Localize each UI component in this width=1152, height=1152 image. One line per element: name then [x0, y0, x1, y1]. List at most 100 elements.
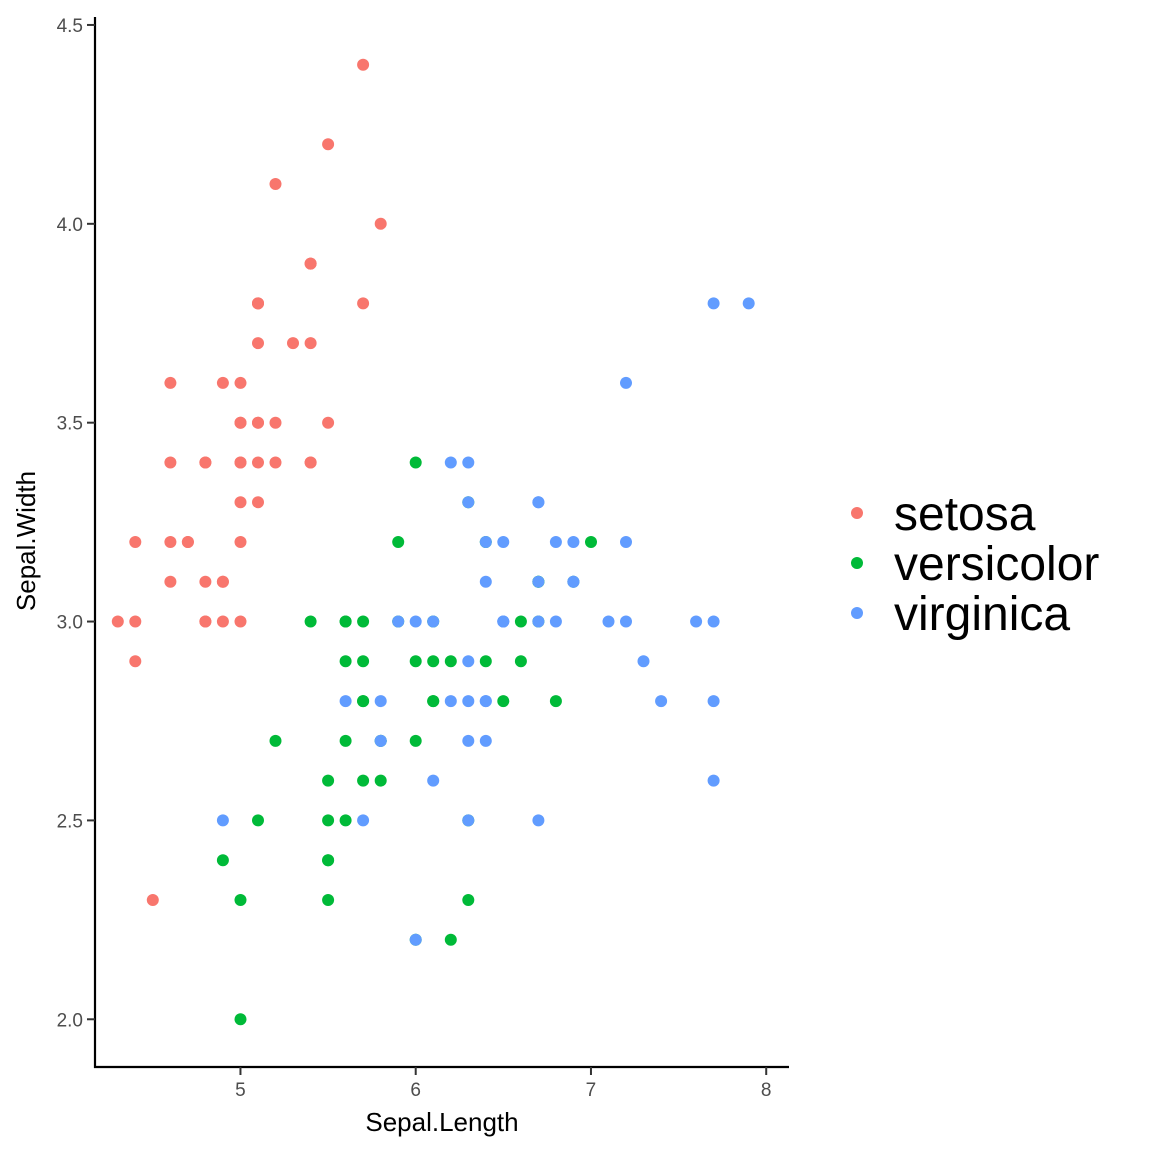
point-virginica-19	[409, 933, 422, 946]
y-tick-label-2: 3.0	[57, 613, 83, 634]
point-setosa-26	[234, 456, 247, 469]
point-virginica-18	[707, 774, 720, 787]
point-setosa-45	[199, 615, 212, 628]
point-versicolor-46	[357, 655, 370, 668]
point-virginica-9	[620, 376, 632, 389]
point-setosa-30	[199, 575, 212, 588]
point-virginica-8	[532, 814, 545, 827]
point-versicolor-35	[409, 456, 422, 469]
legend-label-versicolor: versicolor	[894, 538, 1099, 591]
point-setosa-27	[269, 416, 282, 429]
y-tick-label-0: 2.0	[57, 1010, 83, 1031]
point-versicolor-47	[444, 655, 457, 668]
point-versicolor-31	[322, 854, 335, 867]
point-virginica-42	[374, 734, 387, 747]
point-setosa-24	[199, 456, 212, 469]
point-setosa-31	[304, 456, 317, 469]
y-tick-label-5: 4.5	[57, 16, 83, 37]
x-axis-title: Sepal.Length	[365, 1107, 518, 1137]
legend-key-setosa	[851, 507, 863, 519]
point-setosa-23	[252, 496, 264, 509]
point-setosa-15	[357, 58, 370, 71]
point-virginica-45	[532, 615, 545, 628]
point-virginica-47	[497, 615, 510, 628]
point-setosa-42	[129, 536, 142, 548]
point-virginica-26	[444, 695, 457, 708]
y-tick-label-1: 2.5	[57, 811, 83, 832]
x-tick-label-2: 7	[586, 1080, 597, 1101]
point-virginica-37	[479, 575, 492, 588]
y-axis-title: Sepal.Width	[11, 471, 41, 611]
point-virginica-10	[497, 536, 510, 548]
point-versicolor-39	[322, 814, 335, 827]
legend-label-virginica: virginica	[894, 588, 1070, 641]
point-setosa-48	[287, 337, 299, 350]
point-versicolor-26	[549, 695, 562, 708]
point-virginica-21	[339, 695, 352, 708]
point-virginica-22	[707, 695, 720, 708]
point-setosa-14	[374, 217, 387, 230]
points-layer	[111, 58, 755, 1026]
point-versicolor-7	[216, 854, 229, 867]
legend-label-setosa: setosa	[894, 488, 1036, 541]
point-setosa-33	[322, 138, 335, 151]
point-versicolor-29	[357, 774, 370, 787]
point-setosa-18	[357, 297, 370, 310]
x-tick-label-1: 6	[410, 1080, 421, 1101]
point-setosa-28	[269, 456, 282, 469]
point-virginica-32	[479, 695, 492, 708]
point-versicolor-10	[234, 1013, 247, 1026]
point-versicolor-48	[252, 814, 264, 827]
point-setosa-10	[304, 337, 317, 350]
point-virginica-2	[602, 615, 615, 628]
point-versicolor-9	[269, 734, 282, 747]
point-versicolor-42	[374, 774, 387, 787]
point-setosa-49	[234, 496, 247, 509]
point-setosa-39	[252, 456, 264, 469]
legend-key-virginica	[851, 607, 863, 619]
point-virginica-49	[392, 615, 405, 628]
x-tick-label-3: 8	[761, 1080, 772, 1101]
point-virginica-40	[532, 575, 545, 588]
point-setosa-35	[234, 536, 247, 548]
legend-key-versicolor	[851, 557, 863, 569]
point-virginica-13	[357, 814, 370, 827]
point-setosa-41	[146, 894, 159, 906]
point-virginica-23	[462, 734, 475, 747]
point-setosa-47	[164, 536, 177, 548]
point-virginica-27	[427, 615, 440, 628]
point-versicolor-20	[392, 536, 405, 548]
point-versicolor-0	[585, 536, 597, 548]
point-virginica-7	[637, 655, 650, 668]
point-versicolor-43	[234, 894, 247, 906]
point-virginica-30	[655, 695, 668, 708]
point-versicolor-49	[357, 695, 370, 708]
point-virginica-46	[462, 814, 475, 827]
point-setosa-13	[111, 615, 124, 628]
point-versicolor-4	[497, 695, 510, 708]
point-virginica-25	[620, 536, 632, 548]
point-setosa-36	[322, 416, 335, 429]
point-setosa-22	[164, 376, 177, 389]
point-setosa-4	[234, 376, 247, 389]
point-virginica-48	[444, 456, 457, 469]
point-setosa-38	[129, 615, 142, 628]
point-versicolor-44	[339, 734, 352, 747]
y-tick-label-4: 4.0	[57, 215, 83, 236]
point-versicolor-3	[322, 894, 335, 906]
y-tick-label-3: 3.5	[57, 414, 83, 435]
point-setosa-34	[216, 575, 229, 588]
point-versicolor-24	[479, 655, 492, 668]
point-virginica-35	[707, 615, 720, 628]
point-virginica-14	[374, 695, 387, 708]
point-versicolor-19	[339, 814, 352, 827]
point-virginica-36	[462, 456, 475, 469]
point-virginica-33	[462, 695, 475, 708]
point-versicolor-25	[514, 615, 527, 628]
point-setosa-21	[252, 337, 264, 350]
point-virginica-20	[567, 536, 580, 548]
point-virginica-15	[479, 536, 492, 548]
point-versicolor-14	[339, 655, 352, 668]
